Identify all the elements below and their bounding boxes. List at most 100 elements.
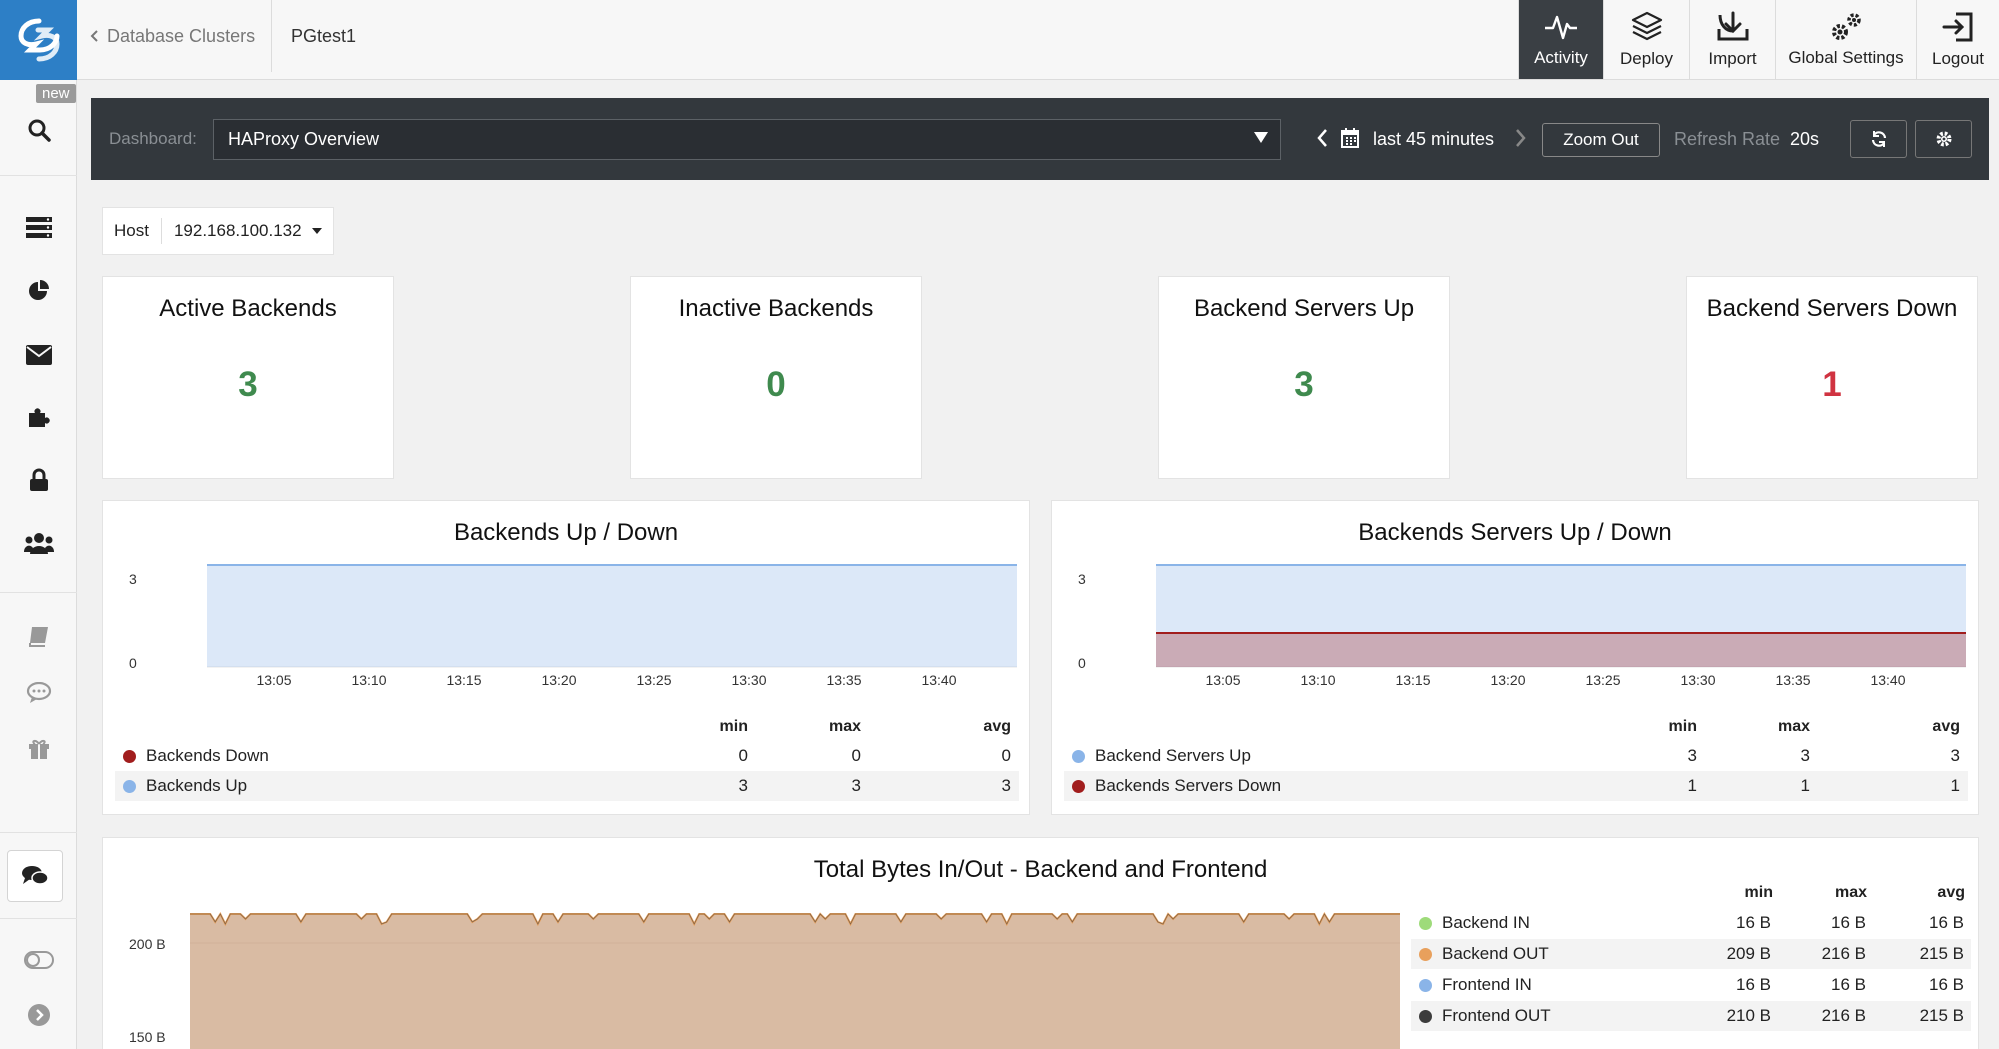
book-icon[interactable] xyxy=(0,616,77,656)
dashboard-settings-button[interactable] xyxy=(1915,120,1972,158)
activity-label: Activity xyxy=(1534,47,1588,67)
logo-icon xyxy=(17,18,60,62)
legend-row[interactable]: Backends Up 3 3 3 xyxy=(115,771,1019,801)
global-settings-button[interactable]: Global Settings xyxy=(1775,0,1916,79)
x-tick-label: 13:15 xyxy=(1395,672,1430,688)
legend-header-avg: avg xyxy=(983,718,1011,735)
x-tick-label: 13:05 xyxy=(1205,672,1240,688)
series-area xyxy=(190,914,1400,1049)
comment-icon[interactable] xyxy=(0,673,77,713)
x-tick-label: 13:25 xyxy=(636,672,671,688)
app-logo[interactable] xyxy=(0,0,77,80)
legend-row[interactable]: Backends Down 0 0 0 xyxy=(115,741,1019,771)
x-tick-label: 13:35 xyxy=(1775,672,1810,688)
import-button[interactable]: Import xyxy=(1689,0,1775,79)
refresh-button[interactable] xyxy=(1850,120,1907,158)
legend-max: 3 xyxy=(1800,746,1810,765)
legend-header-min: min xyxy=(719,718,748,735)
refresh-rate-label: Refresh Rate xyxy=(1674,128,1781,149)
legend-max: 1 xyxy=(1800,776,1810,795)
dashboard-selected-value: HAProxy Overview xyxy=(228,129,380,149)
x-tick-label: 13:05 xyxy=(256,672,291,688)
x-tick-label: 13:10 xyxy=(1300,672,1335,688)
breadcrumb-current: PGtest1 xyxy=(291,25,357,46)
stat-value: 1 xyxy=(1822,365,1842,404)
global-settings-label: Global Settings xyxy=(1788,47,1904,67)
logout-button[interactable]: Logout xyxy=(1916,0,1999,79)
deploy-label: Deploy xyxy=(1620,48,1673,68)
legend-min: 16 B xyxy=(1736,913,1771,932)
pie-chart-icon[interactable] xyxy=(0,271,77,311)
legend-row[interactable]: Backend IN 16 B 16 B 16 B xyxy=(1411,908,1971,938)
host-label: Host xyxy=(103,218,162,244)
import-label: Import xyxy=(1708,48,1757,68)
toggle-icon[interactable] xyxy=(0,940,77,980)
legend-dot xyxy=(1419,947,1432,961)
refresh-rate-value[interactable]: 20s xyxy=(1790,128,1820,149)
search-icon[interactable] xyxy=(0,110,77,150)
layers-icon xyxy=(1631,11,1662,40)
series-area xyxy=(207,565,1017,667)
legend-min: 0 xyxy=(738,746,748,765)
chart-plot-area: 13:05 13:10 13:15 13:20 13:25 13:30 13:35 13:40… xyxy=(207,564,1017,688)
legend-max: 0 xyxy=(851,746,861,765)
legend-header-avg: avg xyxy=(1932,718,1960,735)
dashboard-label: Dashboard: xyxy=(109,129,197,148)
legend-avg: 215 B xyxy=(1919,944,1964,963)
activity-icon xyxy=(1545,15,1577,39)
legend-avg: 1 xyxy=(1950,776,1960,795)
legend-row[interactable]: Frontend IN 16 B 16 B 16 B xyxy=(1411,970,1971,1000)
legend-max: 216 B xyxy=(1821,1006,1866,1025)
legend-avg: 3 xyxy=(1950,746,1960,765)
legend-header-max: max xyxy=(1834,884,1867,901)
x-tick-label: 13:20 xyxy=(1490,672,1525,688)
logout-label: Logout xyxy=(1932,48,1984,68)
chevron-right-icon[interactable] xyxy=(1515,127,1527,154)
stat-value: 0 xyxy=(766,365,786,404)
legend-row[interactable]: Backend OUT 209 B 216 B 215 B xyxy=(1411,939,1971,969)
legend-dot xyxy=(123,749,136,763)
puzzle-icon[interactable] xyxy=(0,397,77,437)
chevron-left-icon[interactable] xyxy=(1316,127,1328,154)
legend-dot xyxy=(1419,1009,1432,1023)
servers-icon[interactable] xyxy=(0,208,77,248)
deploy-button[interactable]: Deploy xyxy=(1603,0,1689,79)
legend-row[interactable]: Backend Servers Up 3 3 3 xyxy=(1064,741,1968,771)
chevron-left-icon xyxy=(90,30,98,42)
y-tick-label: 3 xyxy=(1078,571,1086,587)
zoom-out-button[interactable]: Zoom Out xyxy=(1542,123,1660,157)
lock-icon[interactable] xyxy=(0,460,77,500)
legend-series-name: Backend Servers Up xyxy=(1095,746,1251,765)
users-icon[interactable] xyxy=(0,523,77,563)
sidebar-divider xyxy=(0,832,77,833)
legend-row[interactable]: Backends Servers Down 1 1 1 xyxy=(1064,771,1968,801)
legend-row[interactable]: Frontend OUT 210 B 216 B 215 B xyxy=(1411,1001,1971,1031)
legend-header-avg: avg xyxy=(1937,884,1965,901)
legend-min: 209 B xyxy=(1726,944,1771,963)
envelope-icon[interactable] xyxy=(0,335,77,375)
x-tick-label: 13:10 xyxy=(351,672,386,688)
chart-panel-backends-up-down: Backends Up / Down 3 0 13:05 13:10 13:15 13… xyxy=(102,500,1030,815)
stat-card-backend-servers-down: Backend Servers Down 1 xyxy=(1686,276,1978,479)
chart-panel-backend-servers-up-down: Backends Servers Up / Down 3 0 13:05 13:1… xyxy=(1051,500,1979,815)
legend-min: 1 xyxy=(1687,776,1697,795)
stat-title: Active Backends xyxy=(159,295,337,322)
chevron-right-icon[interactable] xyxy=(0,995,77,1035)
caret-down-icon xyxy=(1254,132,1268,143)
series-line xyxy=(190,913,1400,925)
legend-min: 3 xyxy=(1687,746,1697,765)
chat-icon[interactable] xyxy=(7,850,63,902)
breadcrumb-back-link[interactable]: Database Clusters xyxy=(89,0,273,72)
legend-dot xyxy=(123,779,136,793)
gift-icon[interactable] xyxy=(0,729,77,769)
dashboard-select[interactable]: HAProxy Overview xyxy=(213,119,1281,160)
legend-header-min: min xyxy=(1744,884,1773,901)
host-select[interactable]: 192.168.100.132 xyxy=(162,221,322,241)
refresh-icon xyxy=(1871,131,1886,147)
time-range-picker[interactable]: last 45 minutes xyxy=(1373,128,1495,149)
activity-button[interactable]: Activity xyxy=(1518,0,1603,79)
legend-avg: 215 B xyxy=(1919,1006,1964,1025)
logout-icon xyxy=(1942,12,1973,41)
legend-avg: 16 B xyxy=(1929,913,1964,932)
chart-title: Backends Up / Down xyxy=(453,519,679,546)
